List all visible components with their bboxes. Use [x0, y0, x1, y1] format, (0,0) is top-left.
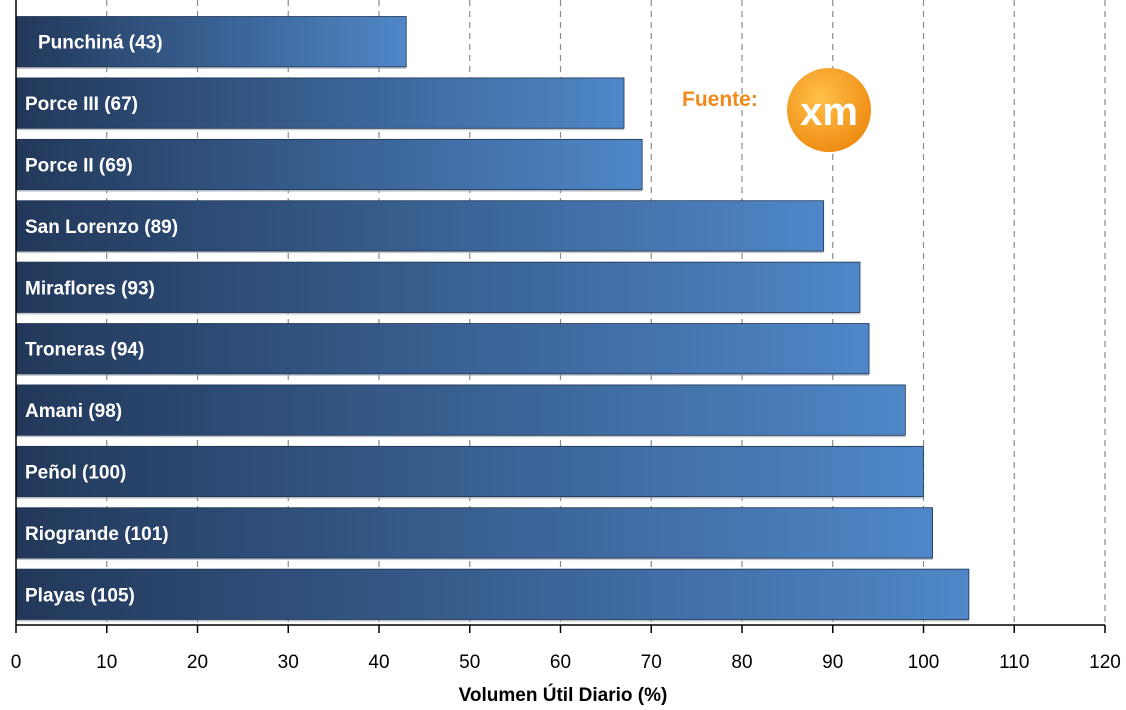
x-tick-label: 50 [459, 652, 480, 673]
x-tick-label: 90 [822, 652, 843, 673]
x-tick-label: 20 [187, 652, 208, 673]
bar-label: San Lorenzo (89) [25, 217, 178, 238]
x-axis-title: Volumen Útil Diario (%) [459, 684, 668, 706]
x-axis: 0 10 20 30 40 50 60 70 80 90 100 110 120 [11, 0, 1121, 673]
bar [15, 261, 861, 313]
xm-logo-text: xm [800, 90, 858, 134]
bar-label: Peñol (100) [25, 463, 126, 484]
source-note: Fuente: xm [682, 68, 871, 152]
x-tick-label: 70 [641, 652, 662, 673]
bar-label: Porce III (67) [25, 94, 138, 115]
x-tick-label: 110 [999, 652, 1029, 673]
x-tick-label: 100 [908, 652, 940, 673]
x-tick-label: 40 [368, 652, 389, 673]
bar [15, 77, 625, 129]
x-tick-label: 60 [550, 652, 571, 673]
bar [15, 445, 924, 498]
bar-label: Amani (98) [25, 401, 122, 422]
bar-label: Riogrande (101) [25, 524, 169, 545]
bar-label: Troneras (94) [25, 340, 144, 361]
bar-label: Miraflores (93) [25, 278, 155, 299]
bar [15, 323, 870, 375]
xm-logo-icon [787, 68, 871, 152]
source-label: Fuente: [682, 88, 758, 111]
x-tick-label: 10 [96, 652, 117, 673]
bar [15, 200, 825, 252]
bar-label: Playas (105) [25, 585, 135, 606]
x-tick-label: 0 [11, 652, 22, 673]
bars: Punchiná (43) Porce III (67) Porce II (69)… [15, 16, 970, 622]
bar [15, 138, 643, 191]
bar [15, 507, 933, 559]
x-tick-label: 80 [731, 652, 752, 673]
bar-label: Porce II (69) [25, 156, 133, 177]
bar [15, 384, 906, 436]
bar [15, 568, 970, 620]
x-tick-label: 120 [1089, 652, 1121, 673]
bar-label: Punchiná (43) [38, 33, 163, 54]
x-tick-label: 30 [278, 652, 299, 673]
bar [15, 16, 407, 68]
